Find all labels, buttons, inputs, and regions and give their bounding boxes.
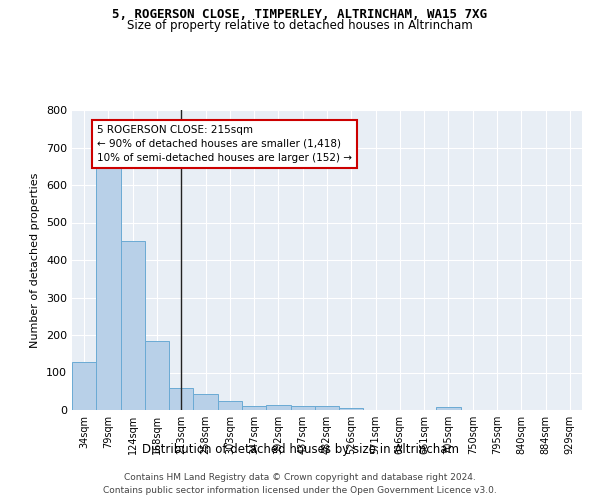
Bar [218, 400, 242, 410]
Bar [339, 408, 364, 410]
Bar [145, 342, 169, 410]
Bar [315, 406, 339, 410]
Bar [436, 407, 461, 410]
Bar [121, 240, 145, 410]
Bar [193, 394, 218, 410]
Bar [242, 406, 266, 410]
Text: Contains HM Land Registry data © Crown copyright and database right 2024.: Contains HM Land Registry data © Crown c… [124, 472, 476, 482]
Bar [266, 405, 290, 410]
Text: 5 ROGERSON CLOSE: 215sqm
← 90% of detached houses are smaller (1,418)
10% of sem: 5 ROGERSON CLOSE: 215sqm ← 90% of detach… [97, 125, 352, 163]
Bar [72, 362, 96, 410]
Text: 5, ROGERSON CLOSE, TIMPERLEY, ALTRINCHAM, WA15 7XG: 5, ROGERSON CLOSE, TIMPERLEY, ALTRINCHAM… [113, 8, 487, 20]
Y-axis label: Number of detached properties: Number of detached properties [31, 172, 40, 348]
Bar [169, 388, 193, 410]
Bar [290, 406, 315, 410]
Text: Contains public sector information licensed under the Open Government Licence v3: Contains public sector information licen… [103, 486, 497, 495]
Text: Size of property relative to detached houses in Altrincham: Size of property relative to detached ho… [127, 19, 473, 32]
Bar [96, 163, 121, 410]
Text: Distribution of detached houses by size in Altrincham: Distribution of detached houses by size … [142, 442, 458, 456]
